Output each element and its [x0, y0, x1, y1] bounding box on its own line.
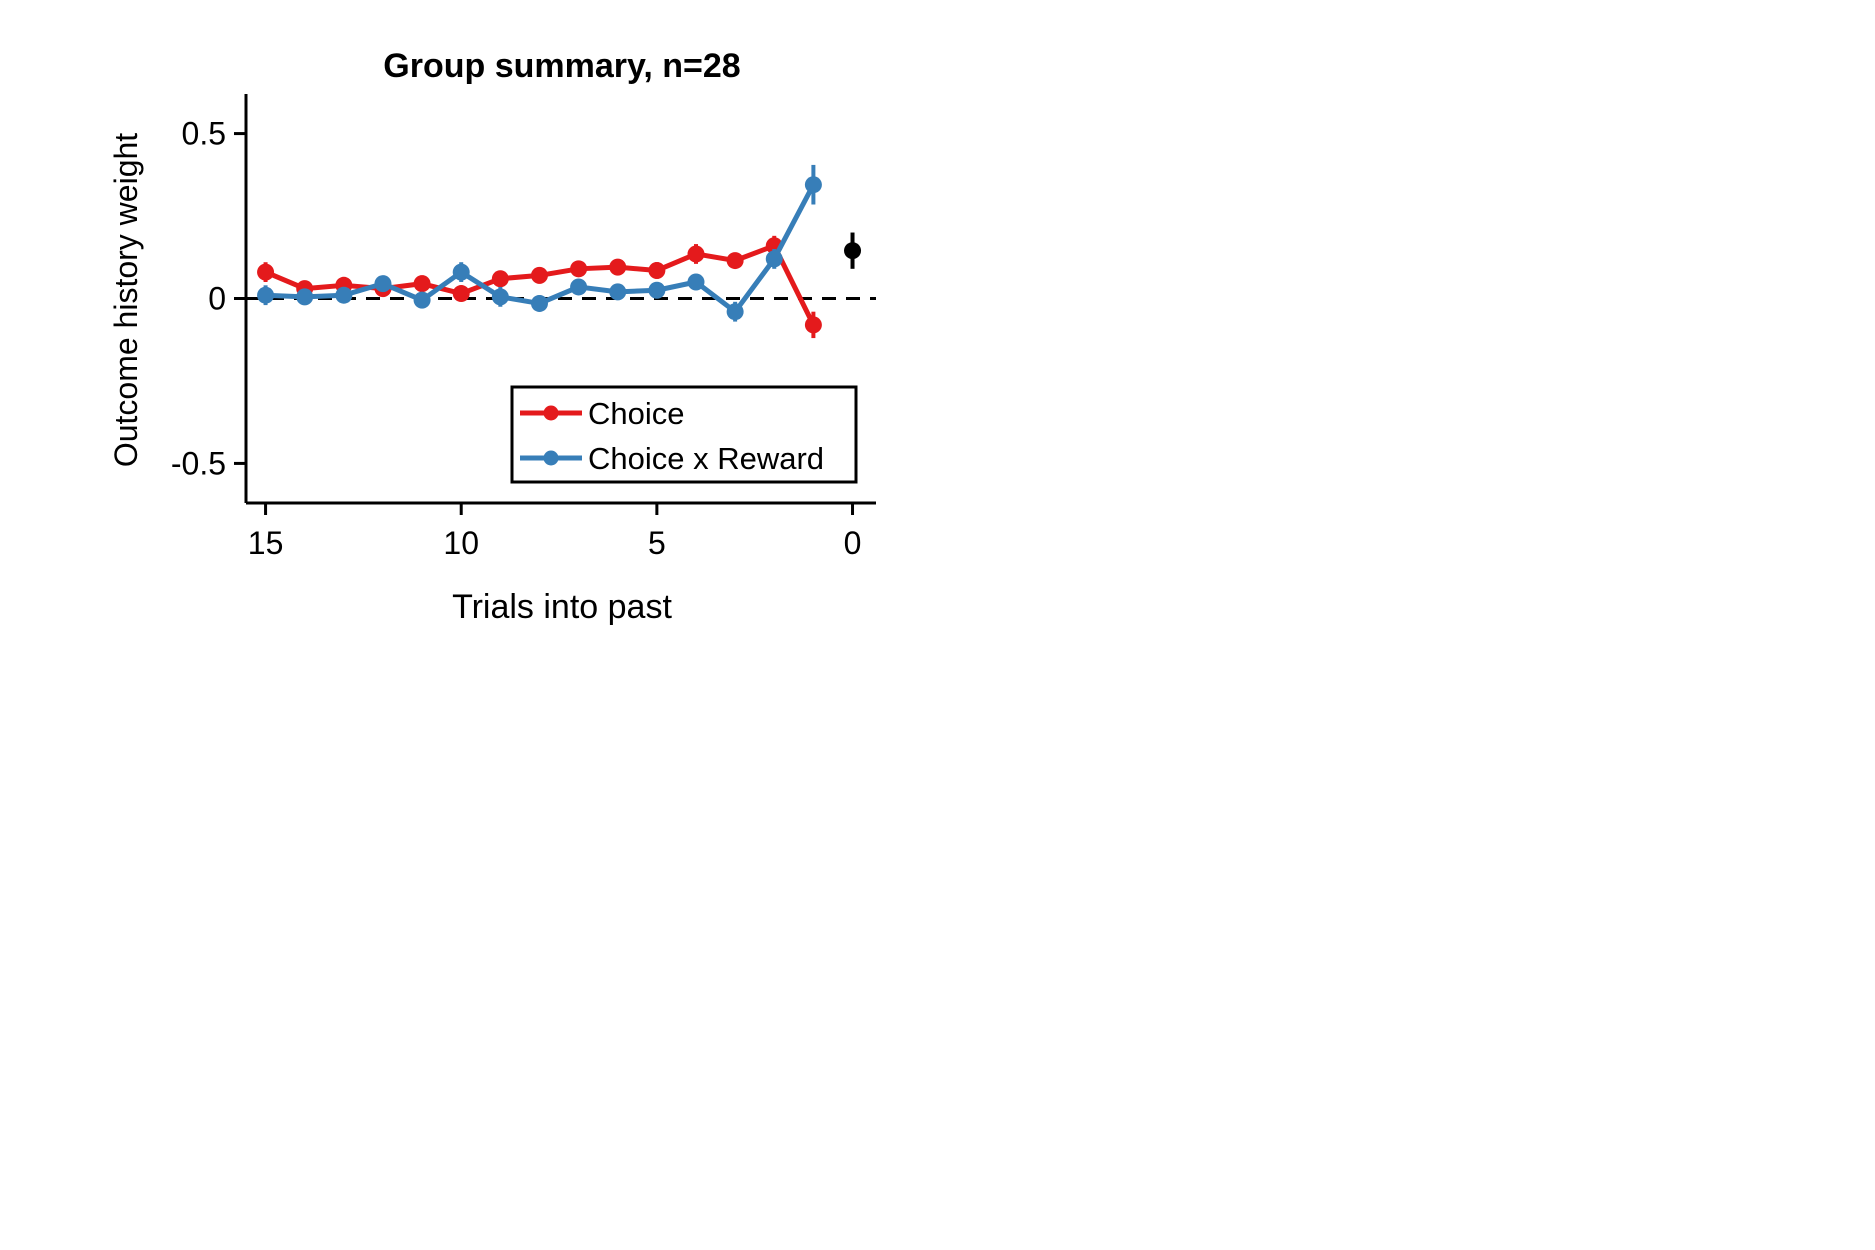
y-tick-label: 0 — [208, 281, 226, 317]
data-point — [413, 275, 431, 293]
legend: Choice Choice x Reward — [510, 385, 858, 484]
data-point — [765, 250, 783, 268]
data-point — [491, 270, 509, 288]
legend-label: Choice x Reward — [588, 441, 824, 476]
legend-box — [510, 385, 858, 484]
data-point — [570, 260, 588, 278]
data-point — [804, 316, 822, 334]
data-point — [413, 291, 431, 309]
x-tick-label: 10 — [443, 525, 479, 561]
legend-swatch-marker — [543, 405, 559, 421]
data-point — [530, 294, 548, 312]
y-axis-label: Outcome history weight — [108, 133, 144, 467]
y-tick-label: 0.5 — [182, 116, 226, 152]
data-point — [257, 286, 275, 304]
x-tick-label: 0 — [844, 525, 862, 561]
x-axis-label: Trials into past — [452, 588, 672, 626]
data-point — [609, 283, 627, 301]
data-point — [804, 176, 822, 194]
data-point — [687, 273, 705, 291]
data-point — [726, 303, 744, 321]
data-point — [609, 258, 627, 276]
bias-point — [844, 242, 862, 260]
data-point — [335, 286, 353, 304]
x-tick-label: 15 — [248, 525, 284, 561]
data-point — [257, 263, 275, 281]
data-point — [452, 263, 470, 281]
data-point — [452, 285, 470, 303]
legend-label: Choice — [588, 396, 685, 431]
data-point — [648, 261, 666, 279]
data-point — [530, 266, 548, 284]
legend-swatch-marker — [543, 450, 559, 466]
plot-area: 0.5 0 -0.5 15 10 5 0 — [171, 94, 876, 561]
data-point — [687, 245, 705, 263]
y-tick-label: -0.5 — [171, 445, 226, 481]
data-point — [726, 252, 744, 270]
chart-title: Group summary, n=28 — [383, 47, 740, 85]
series-choice-x-reward — [257, 164, 822, 322]
data-point — [374, 275, 392, 293]
data-point — [570, 278, 588, 296]
x-tick-label: 5 — [648, 525, 666, 561]
series-choice — [257, 235, 822, 339]
data-point — [648, 281, 666, 299]
data-point — [296, 288, 314, 306]
data-point — [491, 288, 509, 306]
